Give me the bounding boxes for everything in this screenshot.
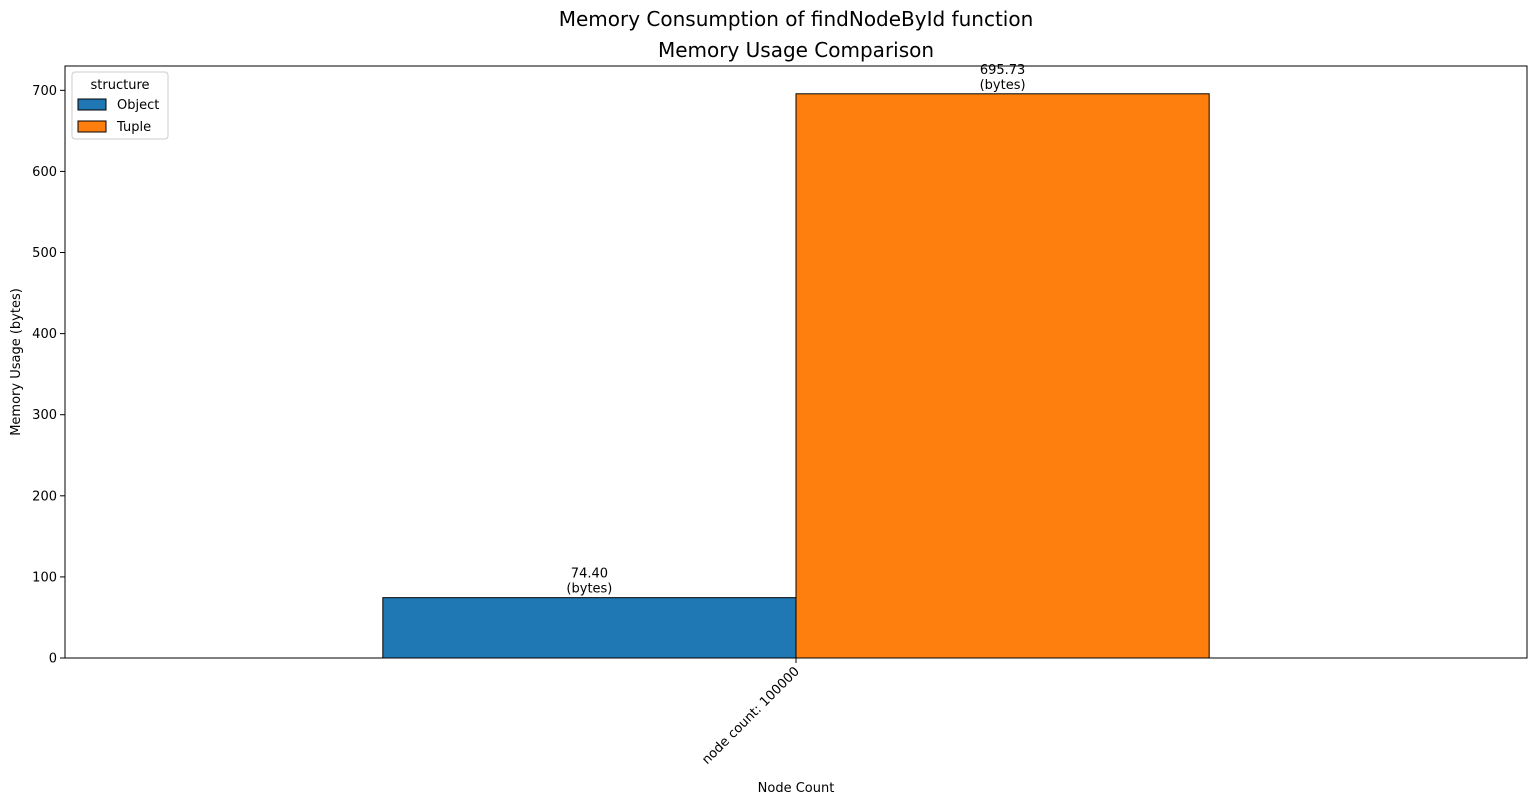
chart-suptitle: Memory Consumption of findNodeById funct…	[559, 7, 1034, 31]
y-tick-label: 500	[32, 246, 57, 261]
legend-label-object: Object	[117, 98, 159, 113]
bar-unit-label: (bytes)	[980, 78, 1026, 93]
y-tick-label: 700	[32, 84, 57, 99]
y-tick-label: 300	[32, 408, 57, 423]
chart-title: Memory Usage Comparison	[658, 38, 934, 62]
bar-unit-label: (bytes)	[566, 582, 612, 597]
y-tick-label: 100	[32, 570, 57, 585]
plot-area-frame	[64, 65, 1528, 659]
y-tick-label: 600	[32, 165, 57, 180]
legend-title: structure	[91, 78, 150, 93]
x-axis-label: Node Count	[758, 781, 835, 796]
y-tick-label: 200	[32, 489, 57, 504]
x-axis-ticks: node count: 100000	[699, 658, 803, 768]
bars-group	[382, 93, 1210, 659]
y-tick-label: 400	[32, 327, 57, 342]
bar-value-label: 74.40	[571, 567, 608, 582]
bar-object	[382, 597, 797, 659]
legend-swatch-object	[77, 98, 107, 111]
x-tick-label: node count: 100000	[699, 664, 803, 768]
bar-value-labels: 74.40(bytes)695.73(bytes)	[566, 63, 1025, 597]
y-axis-label: Memory Usage (bytes)	[9, 288, 24, 436]
y-axis-ticks: 0 100 200 300 400 500 600 700	[32, 84, 65, 667]
legend: structure Object Tuple	[71, 71, 169, 140]
y-tick-label: 0	[49, 652, 57, 667]
legend-label-tuple: Tuple	[116, 120, 151, 135]
bar-value-label: 695.73	[980, 63, 1026, 78]
legend-swatch-tuple	[77, 120, 107, 133]
bar-tuple	[795, 93, 1210, 659]
